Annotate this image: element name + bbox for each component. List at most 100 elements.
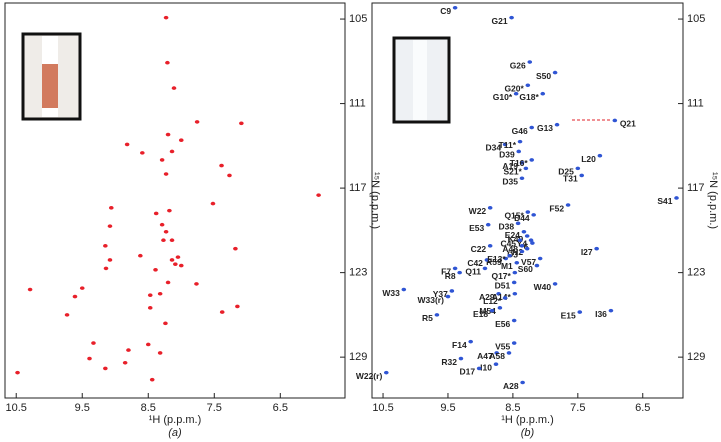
- peak: [227, 173, 232, 178]
- peak: [87, 356, 92, 361]
- peak-label: A19: [502, 161, 518, 171]
- peak: [514, 260, 520, 265]
- plot-frame: [4, 2, 346, 399]
- peak-label: S41: [657, 196, 672, 206]
- peak-label: L20: [581, 154, 596, 164]
- peak-label: R32: [441, 357, 457, 367]
- y-tick-label: 117: [349, 182, 367, 194]
- peak-label: D34: [486, 143, 502, 153]
- peak: [145, 342, 151, 347]
- peak-label: G46: [512, 126, 528, 136]
- peak: [27, 287, 33, 292]
- peak-label: D39: [499, 150, 515, 160]
- peak-label: W22: [469, 206, 487, 216]
- peak: [165, 60, 170, 65]
- peak-label: S21*: [503, 167, 522, 177]
- peak: [219, 310, 225, 314]
- peak: [175, 255, 181, 259]
- peak: [525, 83, 531, 88]
- peak: [178, 138, 184, 143]
- peak-label: G18*: [519, 92, 539, 102]
- peak: [210, 201, 216, 206]
- x-tick-label: 10.5: [372, 402, 393, 414]
- peak: [165, 280, 171, 285]
- x-tick-label: 6.5: [635, 402, 650, 414]
- peak: [126, 348, 131, 352]
- peak-label: G21: [492, 16, 508, 26]
- y-tick-label: 129: [349, 351, 367, 363]
- peak-label: R59: [486, 257, 502, 267]
- peak-label: D51: [495, 281, 511, 291]
- peak: [515, 221, 521, 226]
- peak: [316, 193, 321, 197]
- peak: [449, 289, 455, 293]
- peak-label: E13*: [487, 254, 506, 264]
- peak: [487, 244, 493, 248]
- peak-label: S50: [536, 71, 551, 81]
- peak-label: D17: [460, 367, 476, 377]
- x-tick-label: 9.5: [75, 402, 90, 414]
- peak: [489, 308, 495, 313]
- peak-label: I10: [480, 362, 492, 372]
- peak-label: I27: [581, 247, 593, 257]
- peak-label: Q15*: [504, 210, 524, 220]
- x-tick-label: 9.5: [440, 402, 455, 414]
- peak: [434, 313, 440, 317]
- peak: [383, 370, 389, 375]
- peak: [165, 132, 171, 137]
- peak: [517, 238, 523, 243]
- y-tick-label: 105: [687, 13, 705, 25]
- peak-label: K49: [508, 234, 524, 244]
- y-tick-label: 129: [687, 351, 705, 363]
- peak: [149, 377, 155, 382]
- peak: [530, 241, 535, 245]
- peak: [520, 380, 525, 385]
- peak: [169, 258, 175, 262]
- peak: [194, 282, 199, 286]
- peak: [524, 234, 530, 238]
- y-tick-label: 123: [687, 267, 705, 279]
- peak: [457, 270, 462, 275]
- peak: [91, 341, 96, 345]
- peak-label: T16*: [510, 158, 529, 168]
- peak: [401, 287, 407, 292]
- peak: [507, 253, 512, 258]
- x-tick-label: 7.5: [570, 402, 585, 414]
- peak: [517, 139, 523, 144]
- peak: [554, 122, 560, 127]
- peak: [512, 291, 518, 296]
- peak: [531, 213, 536, 217]
- x-axis-title: ¹H (p.p.m.): [149, 414, 202, 426]
- peak-label: E15: [561, 310, 576, 320]
- peak: [178, 263, 184, 268]
- peak: [107, 258, 113, 262]
- peak-label: V55: [495, 341, 510, 351]
- caption: (b): [521, 427, 535, 439]
- peak-label: E24: [505, 230, 520, 240]
- peak: [506, 351, 512, 355]
- peak-label: Q11: [465, 267, 481, 277]
- peak: [169, 238, 175, 243]
- peak: [597, 153, 603, 158]
- peak: [502, 296, 508, 300]
- peak: [72, 294, 78, 299]
- peak: [519, 244, 525, 248]
- peak-label: W40: [534, 282, 552, 292]
- peak-label: A29: [479, 292, 495, 302]
- peak-label: C22: [471, 244, 487, 254]
- peak: [494, 351, 499, 355]
- peak: [468, 339, 473, 344]
- peak: [529, 125, 535, 130]
- peak-label: D44: [514, 213, 530, 223]
- peak-label: M1: [501, 261, 513, 271]
- peak: [161, 238, 166, 243]
- peak: [138, 253, 143, 258]
- caption: (a): [168, 427, 182, 439]
- peak-label: S60: [518, 264, 533, 274]
- peak: [485, 222, 491, 227]
- peak-label: G26: [510, 60, 526, 70]
- peak: [159, 158, 165, 162]
- y-axis-title: ¹⁵N (p.p.m.): [707, 172, 719, 229]
- peak-label: F14: [452, 340, 467, 350]
